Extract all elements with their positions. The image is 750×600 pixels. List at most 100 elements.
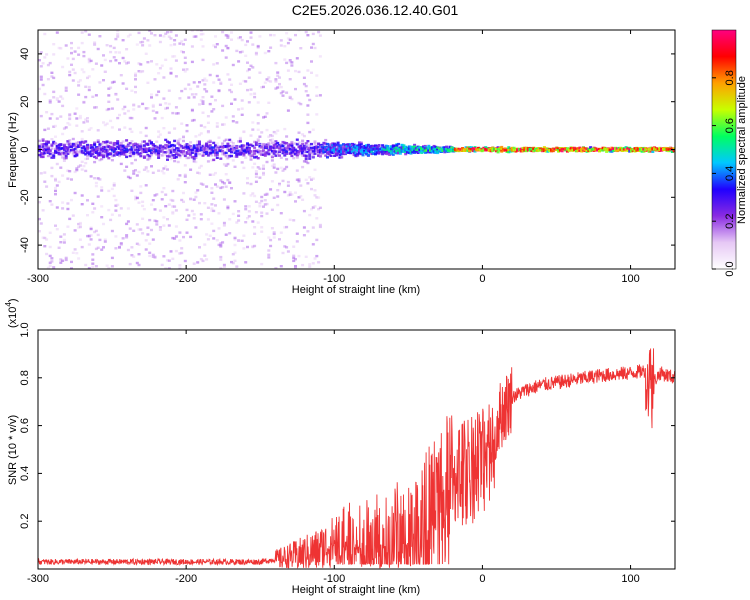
- spectrogram-cell: [343, 148, 347, 151]
- spectrogram-cell: [274, 80, 278, 83]
- spectrogram-cell: [55, 184, 59, 187]
- spectrogram-cell: [187, 146, 191, 149]
- spectrogram-cell: [251, 151, 255, 154]
- spectrogram-cell: [68, 151, 72, 154]
- spectrogram-cell: [610, 148, 614, 151]
- spectrogram-cell: [71, 148, 75, 151]
- spectrogram-cell: [276, 145, 280, 148]
- spectrogram-cell: [84, 118, 88, 121]
- spectrogram-cell: [59, 143, 63, 146]
- spectrogram-cell: [171, 257, 175, 260]
- spectrogram-cell: [50, 156, 54, 159]
- spectrogram-cell: [84, 153, 88, 156]
- spectrogram-cell: [219, 179, 223, 182]
- spectrogram-cell: [253, 95, 257, 99]
- spectrogram-cell: [194, 226, 198, 229]
- spectrogram-cell: [158, 209, 162, 212]
- spectrogram-cell: [201, 58, 205, 62]
- spectrogram-cell: [242, 153, 246, 156]
- spectrogram-cell: [393, 151, 397, 154]
- spectrogram-cell: [180, 50, 184, 53]
- spectrogram-cell: [409, 152, 413, 155]
- spectrogram-cell: [295, 57, 299, 60]
- spectrogram-cell: [112, 194, 116, 198]
- spectrogram-cell: [205, 258, 209, 261]
- spectrogram-cell: [306, 140, 310, 143]
- spectrogram-cell: [98, 153, 102, 156]
- spectrogram-cell: [503, 149, 507, 152]
- spectrogram-cell: [649, 148, 653, 151]
- spectrogram-cell: [406, 151, 409, 154]
- spectrogram-cell: [290, 142, 294, 145]
- spectrogram-cell: [68, 70, 72, 74]
- colorbar-label: Normalized spectral amplitude: [736, 76, 748, 224]
- spectrogram-cell: [279, 143, 283, 146]
- spectrogram-cell: [183, 70, 187, 73]
- colorbar-axes: 0.00.20.40.60.8: [712, 70, 736, 277]
- spectrogram-cell: [626, 147, 630, 150]
- spectrogram-cell: [78, 141, 82, 144]
- spectrogram-cell: [578, 149, 582, 152]
- spectrogram-cell: [96, 47, 100, 51]
- spectrogram-cell: [46, 146, 50, 150]
- spectrogram-cell: [98, 151, 102, 155]
- spectrogram-cell: [215, 142, 219, 145]
- spectrogram-cell: [228, 218, 232, 221]
- spectrogram-cell: [651, 150, 655, 153]
- spectrogram-cell: [71, 144, 75, 147]
- spectrogram-cell: [121, 56, 125, 60]
- spectrogram-cell: [283, 141, 287, 144]
- spectrogram-cell: [637, 147, 641, 150]
- spectrogram-cell: [425, 149, 429, 152]
- spectrogram-cell: [75, 117, 79, 120]
- spectrogram-cell: [91, 258, 95, 261]
- spectrogram-cell: [336, 144, 340, 147]
- spectrogram-cell: [70, 51, 73, 55]
- spectrogram-cell: [315, 147, 319, 150]
- spectrogram-cell: [151, 253, 155, 257]
- spectrogram-cell: [256, 101, 260, 104]
- spectrogram-cell: [139, 152, 143, 155]
- spectrogram-cell: [605, 148, 609, 151]
- spectrogram-cell: [173, 139, 177, 143]
- spectrogram-cell: [265, 192, 269, 196]
- spectrogram-cell: [254, 141, 258, 144]
- spectrogram-cell: [219, 81, 223, 84]
- spectrogram-cell: [452, 149, 456, 152]
- spectrogram-cell: [230, 147, 233, 151]
- spectrogram-cell: [160, 263, 164, 267]
- spectrogram-cell: [91, 265, 95, 269]
- spectrogram-cell: [173, 127, 177, 130]
- spectrogram-cell: [606, 148, 610, 151]
- spectrogram-cell: [288, 95, 292, 98]
- spectrogram-cell: [558, 147, 562, 150]
- spectrogram-cell: [285, 135, 289, 138]
- spectrogram-cell: [118, 62, 121, 65]
- spectrogram-cell: [212, 63, 216, 66]
- spectrogram-cell: [185, 143, 189, 146]
- spectrogram-cell: [251, 43, 255, 46]
- spectrogram-cell: [583, 148, 587, 151]
- spectrogram-cell: [313, 147, 317, 151]
- spectrogram-cell: [116, 203, 120, 207]
- spectrogram-cell: [155, 145, 159, 148]
- spectrogram-cell: [352, 153, 356, 157]
- spectrogram-cell: [217, 89, 221, 92]
- spectrogram-cell: [468, 149, 472, 153]
- spectrogram-cell: [169, 71, 173, 75]
- snr-frame: [37, 329, 676, 570]
- spectrogram-cell: [263, 153, 267, 156]
- spectrogram-cell: [265, 112, 269, 115]
- spectrogram-cell: [390, 145, 393, 149]
- spectrogram-cell: [116, 142, 120, 145]
- spectrogram-cell: [258, 35, 262, 38]
- spectrogram-cell: [258, 202, 262, 205]
- spectrogram-cell: [132, 143, 136, 146]
- spectrogram-cell: [327, 153, 331, 156]
- spectrogram-cell: [222, 221, 226, 225]
- spectrogram-cell: [110, 213, 114, 216]
- spectrogram-cell: [210, 191, 214, 194]
- spectrogram-cell: [158, 228, 162, 231]
- spectrogram-cell: [198, 142, 201, 145]
- spectrogram-cell: [295, 178, 299, 181]
